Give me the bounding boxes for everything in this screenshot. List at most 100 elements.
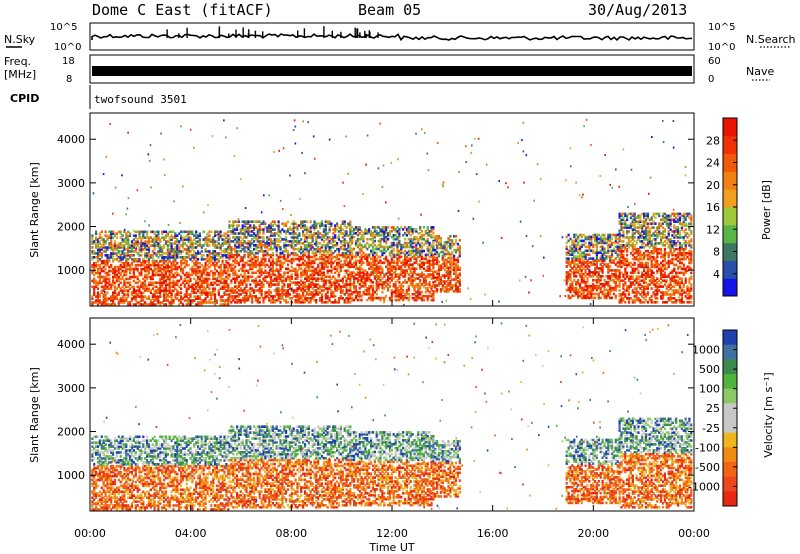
heatmap-cell <box>277 297 280 300</box>
heatmap-cell <box>117 283 120 287</box>
heatmap-cell <box>303 220 307 223</box>
heatmap-cell <box>217 273 220 277</box>
heatmap-cell <box>271 297 274 300</box>
heatmap-cell <box>271 301 274 304</box>
heatmap-cell <box>247 244 250 247</box>
heatmap-cell <box>208 250 211 253</box>
heatmap-cell <box>134 299 137 302</box>
heatmap-cell <box>112 277 115 281</box>
heatmap-cell <box>174 248 177 251</box>
heatmap-cell <box>168 273 171 277</box>
heatmap-cell <box>371 241 375 245</box>
heatmap-cell <box>607 292 610 296</box>
heatmap-cell <box>230 291 233 294</box>
heatmap-cell <box>98 240 101 243</box>
heatmap-cell <box>134 303 137 306</box>
heatmap-cell <box>204 289 207 292</box>
heatmap-cell <box>358 247 361 251</box>
heatmap-cell <box>254 271 257 275</box>
heatmap-cell <box>215 258 218 261</box>
heatmap-cell <box>584 296 587 300</box>
heatmap-cell <box>119 236 122 239</box>
heatmap-cell <box>309 234 312 237</box>
heatmap-cell <box>588 249 591 253</box>
heatmap-cell <box>164 289 168 292</box>
heatmap-cell <box>445 240 448 244</box>
heatmap-cell <box>411 241 414 245</box>
heatmap-cell <box>228 230 231 233</box>
heatmap-cell <box>243 295 246 298</box>
heatmap-cell <box>394 265 397 268</box>
heatmap-cell <box>91 256 94 259</box>
heatmap-cell <box>138 246 141 249</box>
heatmap-cell <box>132 289 135 292</box>
heatmap-cell <box>208 240 211 243</box>
heatmap-cell <box>149 240 152 243</box>
heatmap-cell <box>292 267 295 271</box>
heatmap-cell <box>356 245 359 249</box>
heatmap-cell <box>368 267 371 270</box>
heatmap-cell <box>140 263 143 267</box>
heatmap-cell <box>100 238 103 241</box>
heatmap-cell <box>315 271 318 275</box>
heatmap-cell <box>157 261 160 265</box>
heatmap-cell <box>307 230 310 233</box>
heatmap-cell <box>428 269 431 272</box>
heatmap-cell <box>112 299 115 302</box>
heatmap-cell <box>349 283 352 286</box>
heatmap-cell <box>436 288 439 291</box>
heatmap-cell <box>112 254 115 257</box>
heatmap-cell <box>366 271 369 274</box>
heatmap-cell <box>578 239 582 243</box>
heatmap-cell <box>132 254 135 257</box>
heatmap-cell <box>197 269 200 273</box>
heatmap-cell <box>269 299 273 302</box>
heatmap-cell <box>102 279 105 283</box>
heatmap-cell <box>119 246 122 249</box>
heatmap-cell <box>375 287 378 290</box>
heatmap-cell <box>313 253 316 257</box>
heatmap-cell <box>208 254 211 257</box>
heatmap-cell <box>115 279 118 283</box>
heatmap-cell <box>258 275 261 278</box>
heatmap-cell <box>294 301 297 304</box>
heatmap-cell <box>375 230 378 233</box>
heatmap-cell <box>303 273 307 277</box>
heatmap-cell <box>294 232 297 235</box>
heatmap-cell <box>163 297 166 300</box>
heatmap-cell <box>130 244 134 247</box>
heatmap-cell <box>219 263 222 267</box>
heatmap-cell <box>390 245 393 249</box>
heatmap-cell <box>565 253 568 256</box>
heatmap-cell <box>130 285 134 289</box>
heatmap-cell <box>303 297 307 300</box>
heatmap-cell <box>110 248 113 251</box>
heatmap-cell <box>345 263 348 267</box>
heatmap-cell <box>422 294 425 298</box>
heatmap-cell <box>138 263 141 267</box>
heatmap-cell <box>345 297 348 300</box>
heatmap-cell <box>383 283 386 286</box>
heatmap-cell <box>204 250 207 253</box>
freq-label: Freq. <box>4 55 31 68</box>
heatmap-cell <box>573 243 576 247</box>
heatmap-cell <box>328 246 331 249</box>
heatmap-cell <box>168 295 171 298</box>
heatmap-cell <box>189 293 192 296</box>
heatmap-cell <box>311 234 314 237</box>
heatmap-cell <box>134 240 137 243</box>
heatmap-cell <box>243 301 246 304</box>
heatmap-cell <box>456 268 459 271</box>
heatmap-cell <box>303 289 307 292</box>
heatmap-cell <box>309 291 312 294</box>
heatmap-cell <box>324 255 327 259</box>
heatmap-cell <box>230 230 233 233</box>
heatmap-cell <box>100 285 103 289</box>
heatmap-cell <box>180 250 183 253</box>
heatmap-cell <box>565 273 568 276</box>
heatmap-cell <box>354 294 358 298</box>
heatmap-cell <box>375 279 378 282</box>
heatmap-cell <box>415 235 418 239</box>
heatmap-cell <box>127 291 130 294</box>
